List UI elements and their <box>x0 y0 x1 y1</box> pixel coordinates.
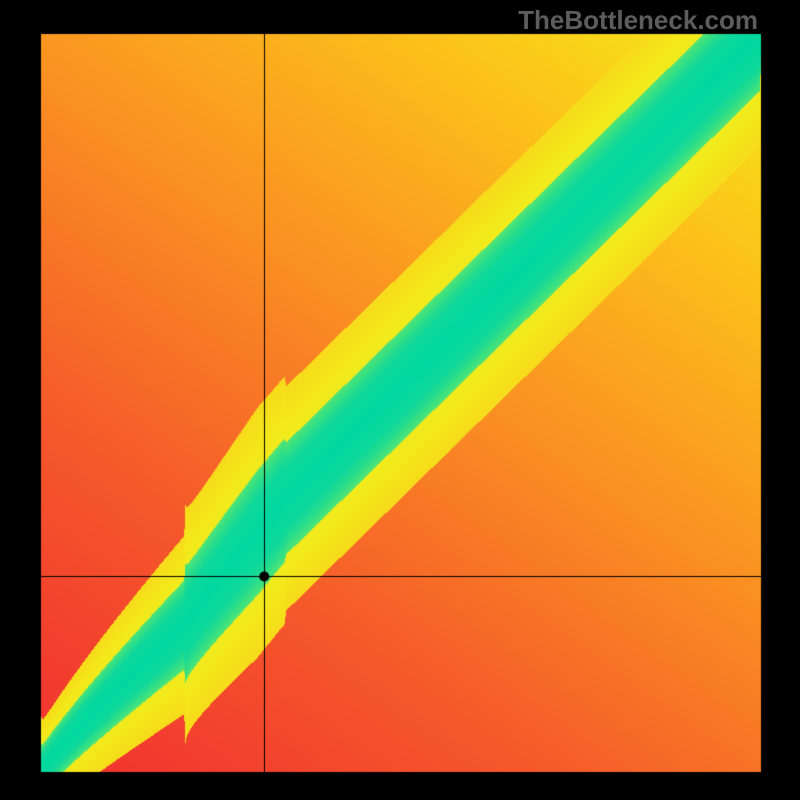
chart-container: TheBottleneck.com <box>0 0 800 800</box>
bottleneck-heatmap-canvas <box>0 0 800 800</box>
watermark-text: TheBottleneck.com <box>518 5 758 36</box>
